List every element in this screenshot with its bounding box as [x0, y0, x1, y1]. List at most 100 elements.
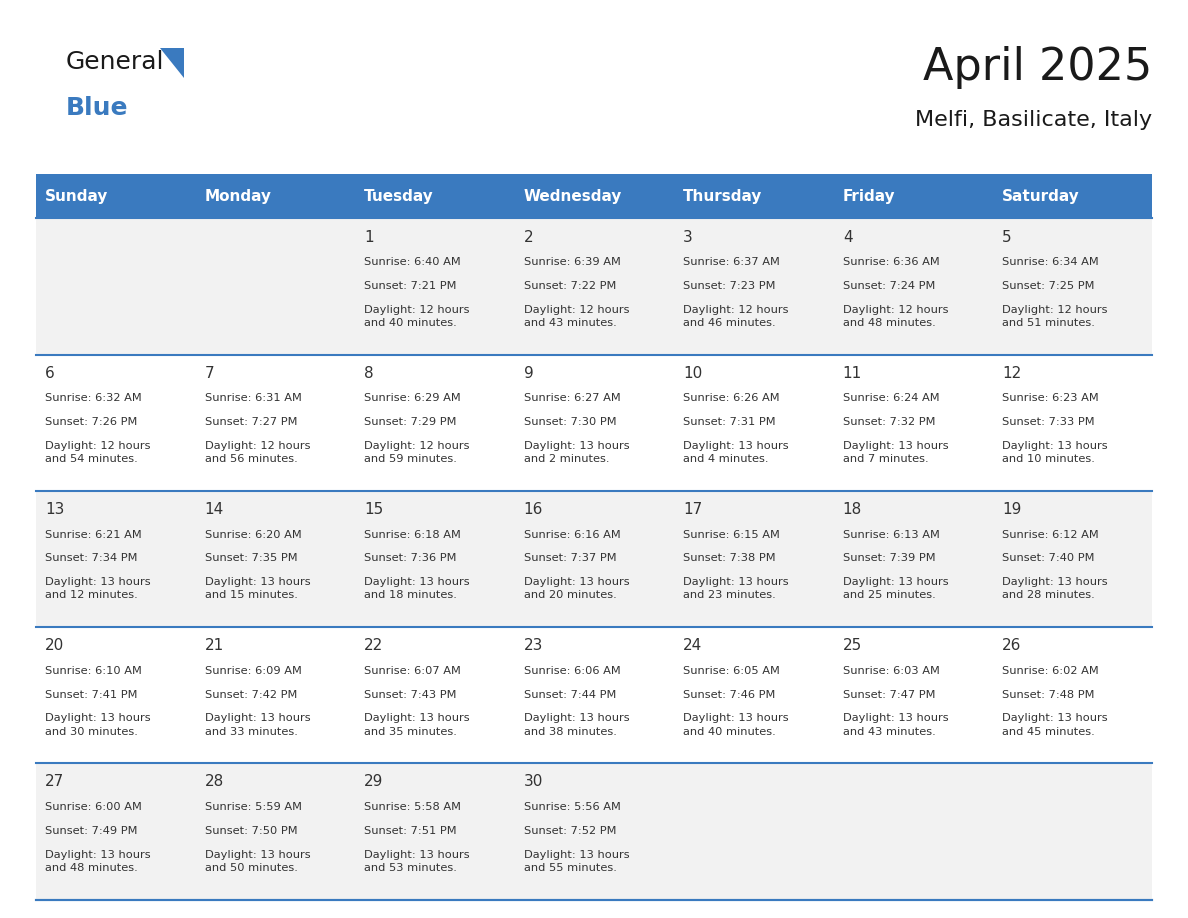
Text: Daylight: 13 hours
and 20 minutes.: Daylight: 13 hours and 20 minutes.: [524, 577, 630, 600]
Text: Daylight: 12 hours
and 43 minutes.: Daylight: 12 hours and 43 minutes.: [524, 305, 630, 328]
Text: 7: 7: [204, 365, 214, 381]
Text: Sunrise: 6:27 AM: Sunrise: 6:27 AM: [524, 393, 620, 403]
Text: 11: 11: [842, 365, 862, 381]
Text: Sunset: 7:42 PM: Sunset: 7:42 PM: [204, 689, 297, 700]
Text: Daylight: 13 hours
and 48 minutes.: Daylight: 13 hours and 48 minutes.: [45, 850, 151, 873]
Text: Daylight: 12 hours
and 48 minutes.: Daylight: 12 hours and 48 minutes.: [842, 305, 948, 328]
Text: General: General: [65, 50, 164, 74]
Bar: [36, 174, 195, 218]
Text: Sunrise: 6:07 AM: Sunrise: 6:07 AM: [365, 666, 461, 676]
Bar: [36, 354, 1152, 491]
Text: 19: 19: [1003, 502, 1022, 517]
Text: Sunrise: 6:00 AM: Sunrise: 6:00 AM: [45, 802, 143, 812]
Text: Wednesday: Wednesday: [524, 189, 623, 204]
Text: Sunrise: 6:06 AM: Sunrise: 6:06 AM: [524, 666, 620, 676]
Text: Sunday: Sunday: [45, 189, 108, 204]
Text: Sunrise: 6:36 AM: Sunrise: 6:36 AM: [842, 257, 940, 267]
Text: Daylight: 13 hours
and 10 minutes.: Daylight: 13 hours and 10 minutes.: [1003, 441, 1108, 465]
Text: Daylight: 13 hours
and 43 minutes.: Daylight: 13 hours and 43 minutes.: [842, 713, 948, 736]
Text: Sunrise: 6:24 AM: Sunrise: 6:24 AM: [842, 393, 940, 403]
Text: Sunrise: 6:39 AM: Sunrise: 6:39 AM: [524, 257, 620, 267]
Text: Sunset: 7:48 PM: Sunset: 7:48 PM: [1003, 689, 1095, 700]
Text: Sunset: 7:32 PM: Sunset: 7:32 PM: [842, 417, 935, 427]
Text: Daylight: 13 hours
and 53 minutes.: Daylight: 13 hours and 53 minutes.: [365, 850, 469, 873]
Text: Sunset: 7:43 PM: Sunset: 7:43 PM: [365, 689, 456, 700]
Text: 8: 8: [365, 365, 374, 381]
Text: 23: 23: [524, 638, 543, 654]
Text: Sunrise: 6:23 AM: Sunrise: 6:23 AM: [1003, 393, 1099, 403]
Text: Daylight: 13 hours
and 30 minutes.: Daylight: 13 hours and 30 minutes.: [45, 713, 151, 736]
Polygon shape: [160, 48, 184, 78]
Text: Daylight: 12 hours
and 56 minutes.: Daylight: 12 hours and 56 minutes.: [204, 441, 310, 465]
Text: Sunrise: 6:18 AM: Sunrise: 6:18 AM: [365, 530, 461, 540]
Text: Sunset: 7:26 PM: Sunset: 7:26 PM: [45, 417, 138, 427]
Text: Daylight: 13 hours
and 23 minutes.: Daylight: 13 hours and 23 minutes.: [683, 577, 789, 600]
Text: Sunrise: 6:10 AM: Sunrise: 6:10 AM: [45, 666, 143, 676]
Text: Sunset: 7:22 PM: Sunset: 7:22 PM: [524, 281, 617, 291]
Text: Daylight: 12 hours
and 40 minutes.: Daylight: 12 hours and 40 minutes.: [365, 305, 469, 328]
Bar: [833, 174, 993, 218]
Text: Sunset: 7:39 PM: Sunset: 7:39 PM: [842, 554, 935, 564]
Text: 13: 13: [45, 502, 64, 517]
Text: 20: 20: [45, 638, 64, 654]
Text: Sunrise: 6:13 AM: Sunrise: 6:13 AM: [842, 530, 940, 540]
Text: Sunset: 7:33 PM: Sunset: 7:33 PM: [1003, 417, 1095, 427]
Text: Daylight: 13 hours
and 15 minutes.: Daylight: 13 hours and 15 minutes.: [204, 577, 310, 600]
Bar: [674, 174, 833, 218]
Text: 15: 15: [365, 502, 384, 517]
Text: Daylight: 13 hours
and 18 minutes.: Daylight: 13 hours and 18 minutes.: [365, 577, 469, 600]
Text: Saturday: Saturday: [1003, 189, 1080, 204]
Text: Sunset: 7:49 PM: Sunset: 7:49 PM: [45, 826, 138, 835]
Text: Sunset: 7:34 PM: Sunset: 7:34 PM: [45, 554, 138, 564]
Text: Sunrise: 6:26 AM: Sunrise: 6:26 AM: [683, 393, 779, 403]
Text: 30: 30: [524, 775, 543, 789]
Text: 2: 2: [524, 230, 533, 244]
Text: Daylight: 13 hours
and 28 minutes.: Daylight: 13 hours and 28 minutes.: [1003, 577, 1108, 600]
Text: Sunset: 7:25 PM: Sunset: 7:25 PM: [1003, 281, 1095, 291]
Text: Sunset: 7:44 PM: Sunset: 7:44 PM: [524, 689, 617, 700]
Text: Sunrise: 6:40 AM: Sunrise: 6:40 AM: [365, 257, 461, 267]
Bar: [36, 491, 1152, 627]
Text: Sunset: 7:37 PM: Sunset: 7:37 PM: [524, 554, 617, 564]
Text: Sunset: 7:50 PM: Sunset: 7:50 PM: [204, 826, 297, 835]
Text: Sunrise: 6:03 AM: Sunrise: 6:03 AM: [842, 666, 940, 676]
Text: Sunset: 7:38 PM: Sunset: 7:38 PM: [683, 554, 776, 564]
Text: 3: 3: [683, 230, 693, 244]
Bar: [36, 764, 1152, 900]
Text: Daylight: 13 hours
and 4 minutes.: Daylight: 13 hours and 4 minutes.: [683, 441, 789, 465]
Text: 24: 24: [683, 638, 702, 654]
Text: Sunset: 7:27 PM: Sunset: 7:27 PM: [204, 417, 297, 427]
Text: 16: 16: [524, 502, 543, 517]
Text: Daylight: 13 hours
and 40 minutes.: Daylight: 13 hours and 40 minutes.: [683, 713, 789, 736]
Text: 14: 14: [204, 502, 223, 517]
Text: Sunrise: 6:20 AM: Sunrise: 6:20 AM: [204, 530, 302, 540]
Text: Sunset: 7:40 PM: Sunset: 7:40 PM: [1003, 554, 1095, 564]
Text: Friday: Friday: [842, 189, 896, 204]
Text: Sunrise: 5:59 AM: Sunrise: 5:59 AM: [204, 802, 302, 812]
Text: Daylight: 13 hours
and 2 minutes.: Daylight: 13 hours and 2 minutes.: [524, 441, 630, 465]
Text: Sunset: 7:21 PM: Sunset: 7:21 PM: [365, 281, 456, 291]
Text: Daylight: 13 hours
and 25 minutes.: Daylight: 13 hours and 25 minutes.: [842, 577, 948, 600]
Text: Blue: Blue: [65, 96, 128, 120]
Text: 18: 18: [842, 502, 862, 517]
Text: 28: 28: [204, 775, 223, 789]
Text: Daylight: 13 hours
and 12 minutes.: Daylight: 13 hours and 12 minutes.: [45, 577, 151, 600]
Text: Sunset: 7:23 PM: Sunset: 7:23 PM: [683, 281, 776, 291]
Text: 4: 4: [842, 230, 853, 244]
Text: 12: 12: [1003, 365, 1022, 381]
Text: Sunrise: 6:37 AM: Sunrise: 6:37 AM: [683, 257, 781, 267]
Text: Melfi, Basilicate, Italy: Melfi, Basilicate, Italy: [915, 110, 1152, 130]
Text: Daylight: 12 hours
and 51 minutes.: Daylight: 12 hours and 51 minutes.: [1003, 305, 1108, 328]
Text: 9: 9: [524, 365, 533, 381]
Text: Sunrise: 6:02 AM: Sunrise: 6:02 AM: [1003, 666, 1099, 676]
Text: Sunrise: 6:05 AM: Sunrise: 6:05 AM: [683, 666, 781, 676]
Text: Daylight: 13 hours
and 35 minutes.: Daylight: 13 hours and 35 minutes.: [365, 713, 469, 736]
Text: Daylight: 13 hours
and 45 minutes.: Daylight: 13 hours and 45 minutes.: [1003, 713, 1108, 736]
Text: Sunrise: 6:12 AM: Sunrise: 6:12 AM: [1003, 530, 1099, 540]
Text: Sunrise: 6:29 AM: Sunrise: 6:29 AM: [365, 393, 461, 403]
Text: Daylight: 13 hours
and 55 minutes.: Daylight: 13 hours and 55 minutes.: [524, 850, 630, 873]
Text: Sunset: 7:24 PM: Sunset: 7:24 PM: [842, 281, 935, 291]
Text: Sunrise: 6:31 AM: Sunrise: 6:31 AM: [204, 393, 302, 403]
Text: Sunset: 7:29 PM: Sunset: 7:29 PM: [365, 417, 456, 427]
Text: 21: 21: [204, 638, 223, 654]
